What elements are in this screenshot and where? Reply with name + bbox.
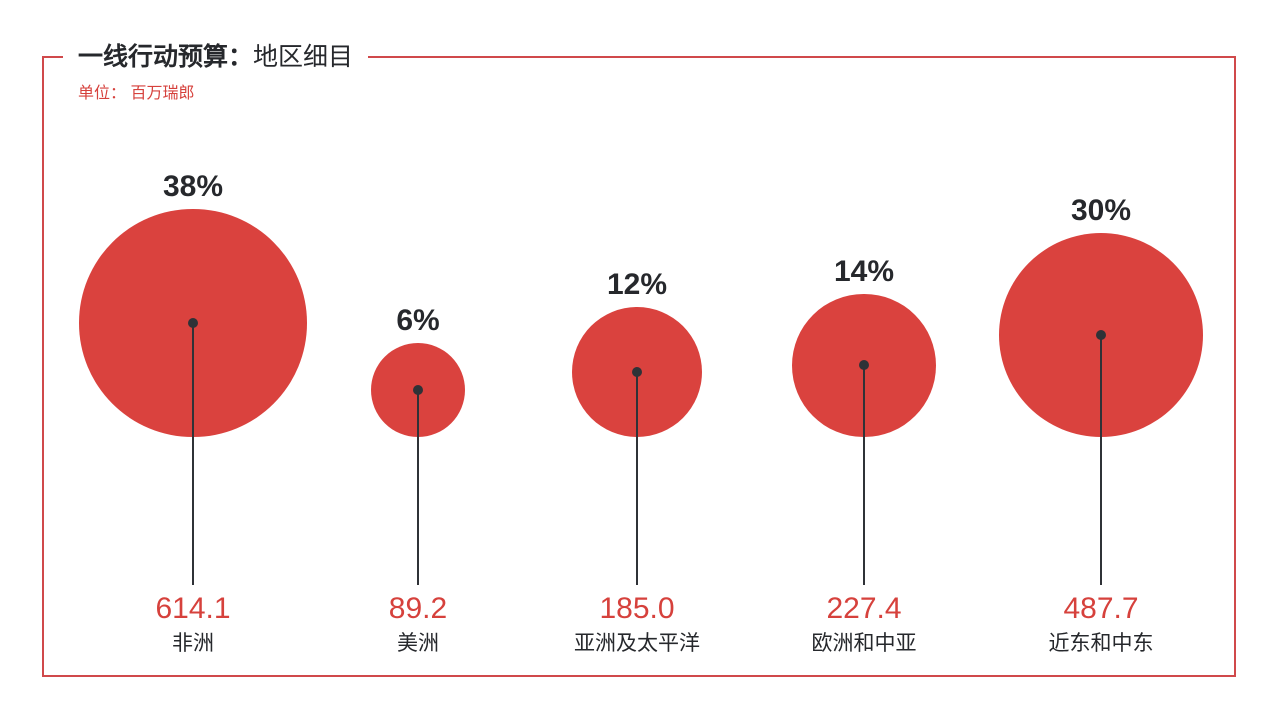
value-label: 185.0 — [599, 592, 675, 625]
leader-line — [636, 371, 638, 585]
percent-label: 38% — [162, 170, 224, 204]
region-label: 近东和中东 — [1048, 632, 1154, 655]
region-label: 非洲 — [172, 632, 214, 655]
percent-label: 14% — [833, 254, 895, 288]
percent-label: 12% — [606, 267, 668, 301]
region-label: 欧洲和中亚 — [811, 632, 917, 655]
value-label: 89.2 — [388, 592, 448, 625]
value-label: 614.1 — [155, 592, 231, 625]
chart-frame-border — [42, 56, 1236, 677]
leader-line — [1100, 334, 1102, 585]
value-label: 487.7 — [1063, 592, 1139, 625]
leader-line — [417, 389, 419, 585]
chart-title: 一线行动预算：地区细目 — [63, 42, 369, 72]
unit-note: 单位： 百万瑞郎 — [78, 85, 195, 102]
leader-line — [192, 323, 194, 585]
center-dot — [632, 366, 642, 377]
percent-label: 6% — [396, 303, 440, 337]
center-dot — [413, 384, 423, 395]
center-dot — [188, 318, 198, 329]
leader-line — [863, 365, 865, 585]
region-label: 亚洲及太平洋 — [574, 632, 700, 655]
chart-title-bold: 一线行动预算： — [78, 43, 254, 71]
chart-title-regular: 地区细目 — [253, 43, 354, 71]
center-dot — [859, 360, 869, 371]
region-label: 美洲 — [397, 632, 439, 655]
value-label: 227.4 — [826, 592, 902, 625]
center-dot — [1096, 329, 1106, 340]
percent-label: 30% — [1070, 193, 1132, 227]
